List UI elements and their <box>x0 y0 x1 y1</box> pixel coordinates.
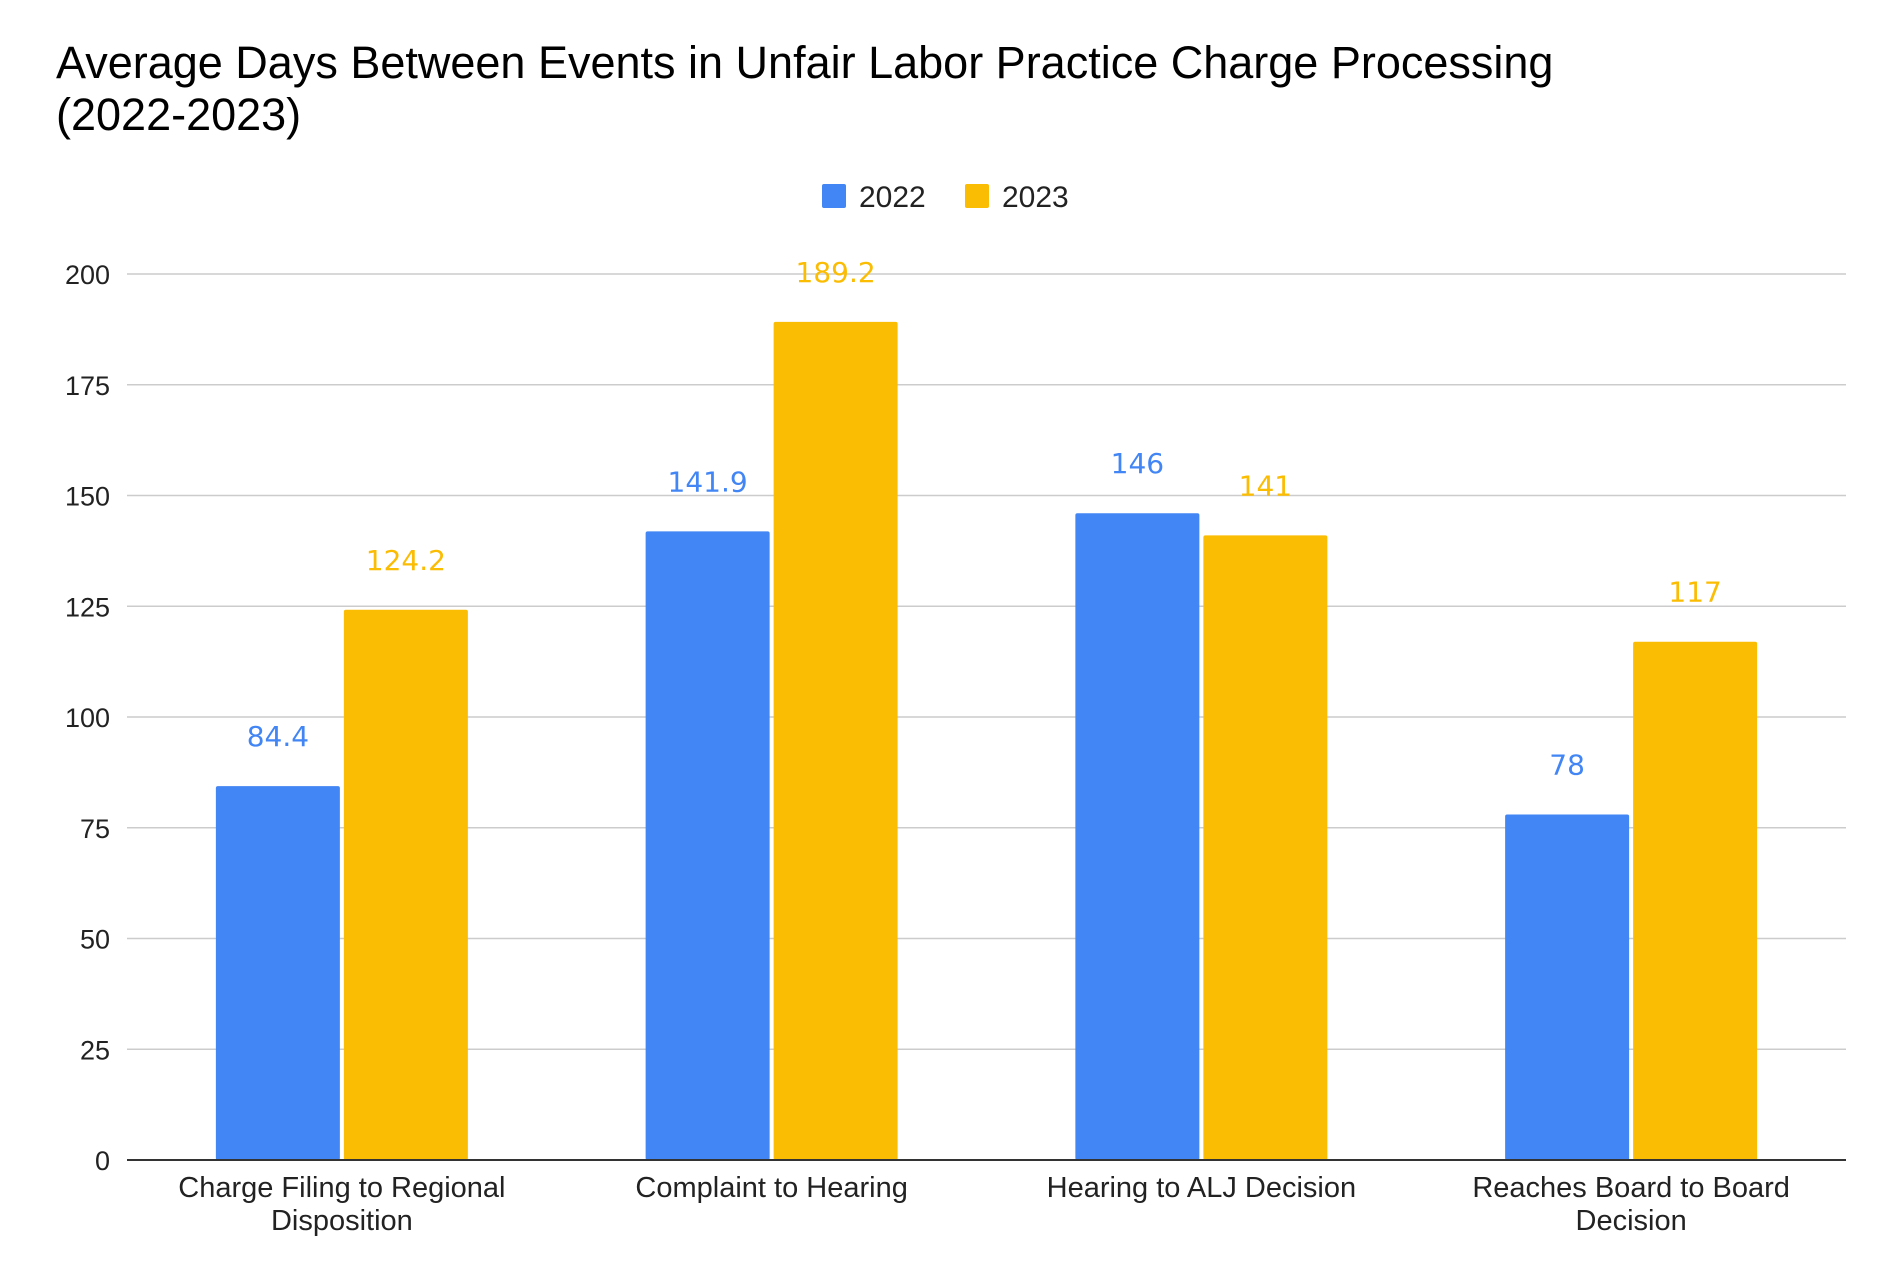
category-label-3-line-1: Hearing to ALJ Decision <box>1047 1172 1357 1204</box>
y-tick-label-75: 75 <box>80 814 110 844</box>
legend-label-2022: 2022 <box>859 181 926 214</box>
y-tick-label-125: 125 <box>65 592 110 622</box>
bar-2023-4 <box>1633 641 1758 1160</box>
category-label-4-line-2: Decision <box>1576 1205 1687 1237</box>
bar-2023-3 <box>1203 535 1328 1160</box>
data-label-2023-1: 124.2 <box>366 544 446 577</box>
y-axis-ticks: 0 25 50 75 100 125 150 175 200 <box>65 260 110 1176</box>
category-label-1-line-1: Charge Filing to Regional <box>178 1172 505 1204</box>
chart-title-line-1: Average Days Between Events in Unfair La… <box>56 37 1553 88</box>
bar-2022-4 <box>1505 814 1630 1160</box>
y-tick-label-175: 175 <box>65 371 110 401</box>
bar-2022-3 <box>1075 513 1200 1160</box>
chart-title-line-2: (2022-2023) <box>56 89 301 140</box>
y-tick-label-200: 200 <box>65 260 110 290</box>
y-tick-label-100: 100 <box>65 703 110 733</box>
data-labels: 84.4 124.2 141.9 189.2 146 141 78 117 <box>247 256 1722 782</box>
legend-swatch-2023 <box>965 184 989 208</box>
data-label-2022-2: 141.9 <box>668 465 748 498</box>
category-label-1-line-2: Disposition <box>271 1205 413 1237</box>
y-tick-label-150: 150 <box>65 482 110 512</box>
y-tick-label-25: 25 <box>80 1035 110 1065</box>
data-label-2022-4: 78 <box>1549 748 1585 781</box>
bar-2023-2 <box>773 321 898 1160</box>
legend-swatch-2022 <box>822 184 846 208</box>
bar-2022-1 <box>215 786 340 1160</box>
category-label-2-line-1: Complaint to Hearing <box>635 1172 907 1204</box>
category-label-4-line-1: Reaches Board to Board <box>1472 1172 1790 1204</box>
data-label-2022-3: 146 <box>1111 447 1164 480</box>
bar-2022-2 <box>645 531 770 1160</box>
legend-label-2023: 2023 <box>1002 181 1069 214</box>
data-label-2023-3: 141 <box>1239 469 1292 502</box>
y-tick-label-0: 0 <box>95 1146 110 1176</box>
y-tick-label-50: 50 <box>80 925 110 955</box>
bars <box>215 321 1758 1160</box>
data-label-2023-4: 117 <box>1668 576 1721 609</box>
data-label-2023-2: 189.2 <box>796 256 876 289</box>
bar-2023-1 <box>343 609 468 1160</box>
data-label-2022-1: 84.4 <box>247 720 309 753</box>
legend: 2022 2023 <box>822 181 1069 214</box>
